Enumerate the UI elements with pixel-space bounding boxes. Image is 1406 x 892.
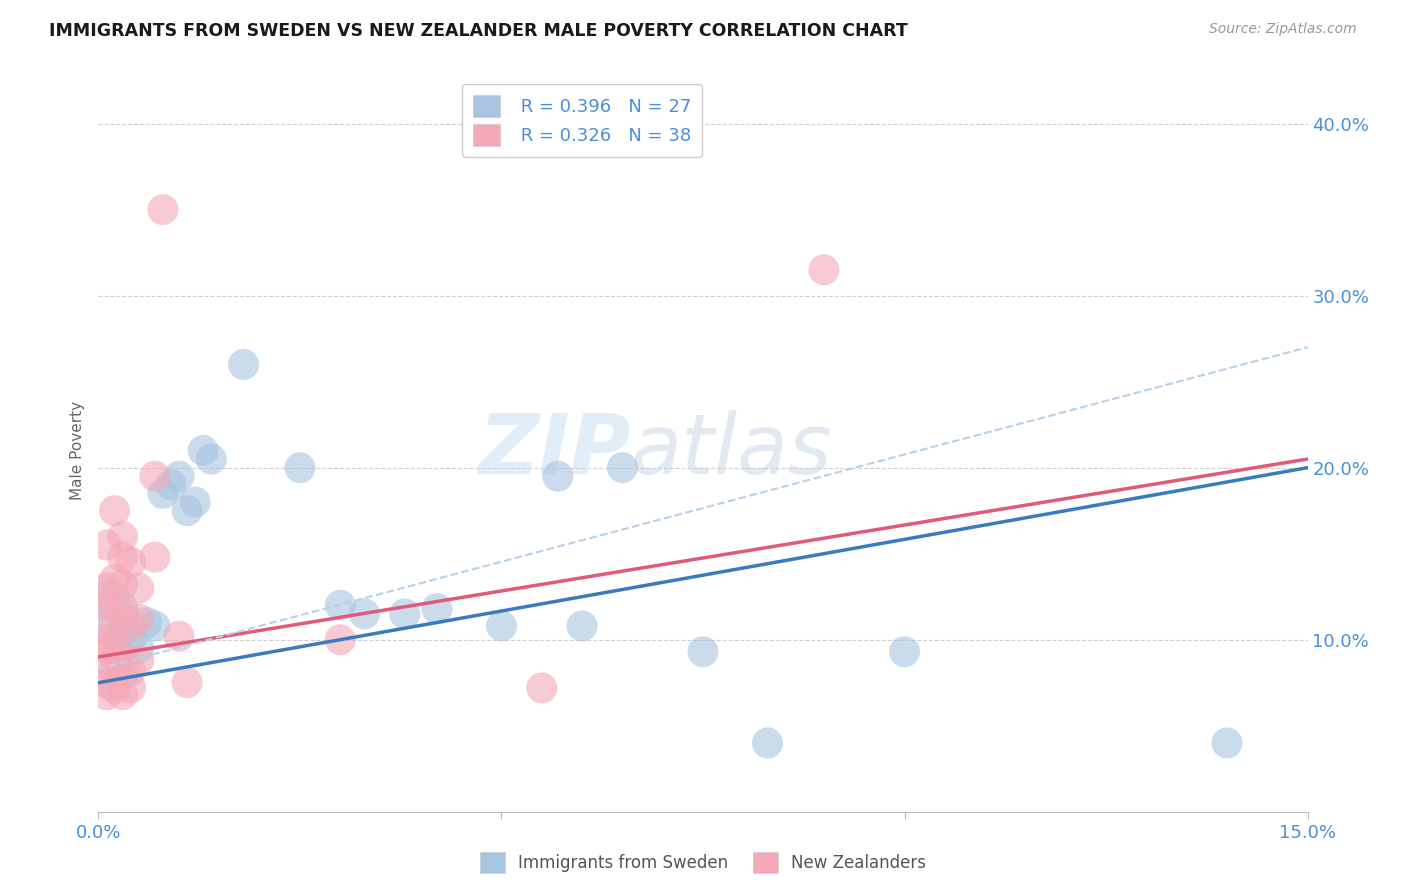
Point (96, 599, 118, 613)
Point (530, 681, 553, 695)
Legend: Immigrants from Sweden, New Zealanders: Immigrants from Sweden, New Zealanders (472, 846, 934, 880)
Point (96, 658, 118, 673)
Point (96, 688, 118, 702)
Point (329, 632, 352, 647)
Point (491, 619, 513, 633)
Text: Source: ZipAtlas.com: Source: ZipAtlas.com (1209, 22, 1357, 37)
Point (96, 632, 118, 647)
Point (152, 202, 174, 217)
Point (193, 443, 215, 458)
Point (111, 607, 134, 621)
Point (120, 632, 142, 647)
Point (813, 262, 835, 277)
Point (111, 667, 134, 681)
Point (692, 645, 714, 659)
Point (135, 615, 157, 630)
Point (167, 629, 190, 643)
Point (111, 550, 134, 565)
Point (111, 688, 134, 702)
Point (547, 469, 569, 483)
Point (893, 645, 915, 659)
Point (103, 599, 125, 613)
Point (128, 653, 150, 667)
Point (103, 615, 125, 630)
Point (120, 664, 142, 678)
Point (96, 607, 118, 621)
Point (96, 581, 118, 595)
Text: IMMIGRANTS FROM SWEDEN VS NEW ZEALANDER MALE POVERTY CORRELATION CHART: IMMIGRANTS FROM SWEDEN VS NEW ZEALANDER … (49, 22, 908, 40)
Point (176, 675, 198, 690)
Y-axis label: Male Poverty: Male Poverty (69, 401, 84, 500)
Point (176, 503, 198, 517)
Point (103, 573, 125, 587)
Legend:  R = 0.396   N = 27,  R = 0.326   N = 38: R = 0.396 N = 27, R = 0.326 N = 38 (463, 84, 702, 157)
Point (1216, 736, 1239, 750)
Point (232, 358, 254, 372)
Point (103, 632, 125, 647)
Point (756, 736, 779, 750)
Point (143, 619, 166, 633)
Point (394, 607, 416, 621)
Point (111, 649, 134, 664)
Point (120, 619, 142, 633)
Point (128, 641, 150, 656)
Point (111, 529, 134, 543)
Point (111, 624, 134, 639)
Point (103, 664, 125, 678)
Point (96, 675, 118, 690)
Point (143, 550, 166, 565)
Point (167, 469, 190, 483)
Text: ZIP: ZIP (478, 410, 630, 491)
Point (103, 503, 125, 517)
Point (571, 619, 593, 633)
Point (103, 649, 125, 664)
Point (96, 538, 118, 552)
Point (329, 599, 352, 613)
Point (184, 495, 207, 509)
Point (353, 607, 375, 621)
Point (152, 486, 174, 500)
Point (111, 577, 134, 591)
Point (426, 601, 449, 615)
Point (128, 581, 150, 595)
Point (128, 612, 150, 626)
Point (103, 681, 125, 695)
Point (612, 460, 634, 475)
Point (160, 478, 183, 492)
Point (143, 469, 166, 483)
Point (288, 460, 311, 475)
Point (96, 641, 118, 656)
Point (200, 452, 222, 467)
Point (120, 555, 142, 569)
Point (120, 681, 142, 695)
Text: atlas: atlas (630, 410, 832, 491)
